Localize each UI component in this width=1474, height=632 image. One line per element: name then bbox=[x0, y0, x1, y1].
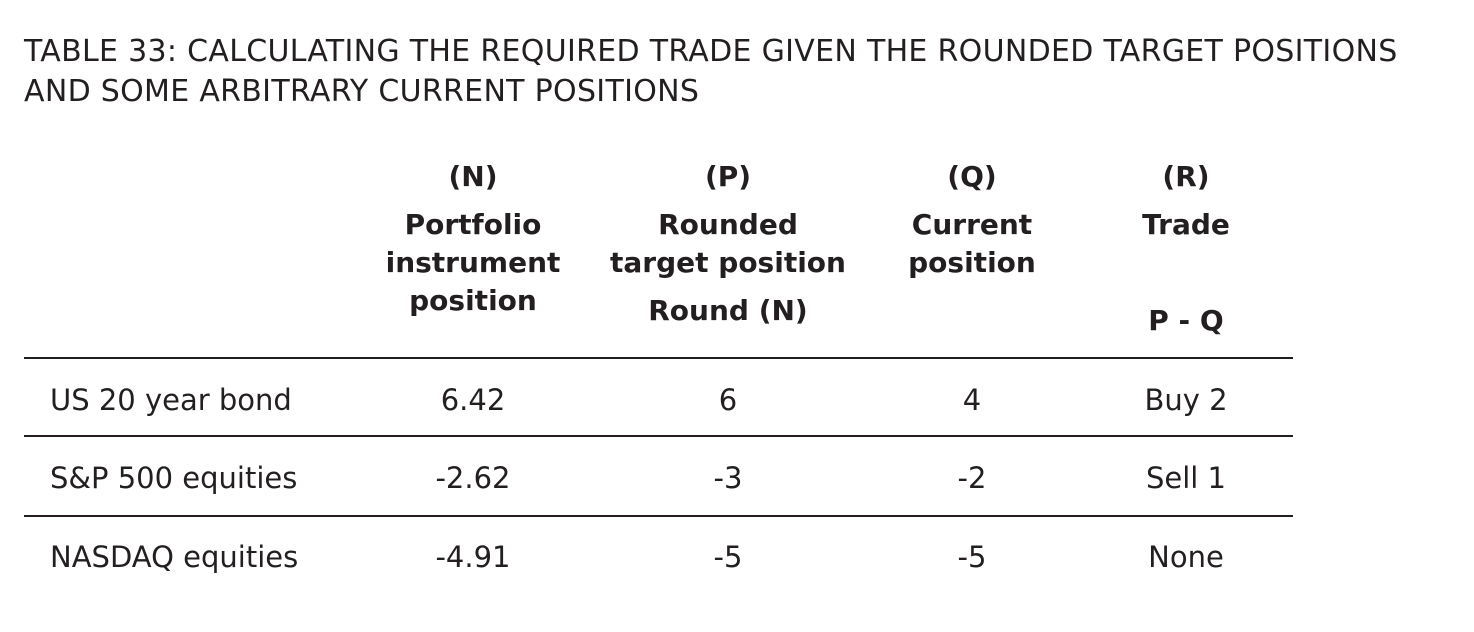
cell-row3-trade: None bbox=[1148, 540, 1224, 574]
column-header-r: (R) Trade P - Q bbox=[1086, 158, 1286, 340]
cell-row3-rounded-target: -5 bbox=[713, 540, 743, 574]
table-title-line-2: AND SOME ARBITRARY CURRENT POSITIONS bbox=[24, 74, 700, 109]
cell-row2-trade: Sell 1 bbox=[1145, 461, 1227, 495]
column-code-q: (Q) bbox=[947, 160, 997, 193]
column-label-p-line-1: Rounded bbox=[658, 208, 798, 241]
row-divider-2 bbox=[24, 515, 1293, 517]
cell-row1-trade: Buy 2 bbox=[1144, 383, 1228, 417]
table-title-line-1: TABLE 33: CALCULATING THE REQUIRED TRADE… bbox=[24, 34, 1398, 69]
column-header-p: (P) Rounded target position Round (N) bbox=[608, 158, 848, 330]
column-header-q: (Q) Current position bbox=[872, 158, 1072, 282]
cell-row1-current-position: 4 bbox=[962, 383, 982, 417]
column-code-r: (R) bbox=[1162, 160, 1210, 193]
column-label-r-line-1: Trade bbox=[1142, 208, 1230, 241]
column-label-n-line-3: position bbox=[409, 284, 537, 317]
column-label-p-line-2: target position bbox=[610, 246, 846, 279]
cell-row2-rounded-target: -3 bbox=[713, 461, 743, 495]
cell-row3-current-position: -5 bbox=[957, 540, 987, 574]
column-code-p: (P) bbox=[704, 160, 752, 193]
header-divider bbox=[24, 357, 1293, 359]
row-label-sp-500-equities: S&P 500 equities bbox=[50, 461, 298, 495]
table-title: TABLE 33: CALCULATING THE REQUIRED TRADE… bbox=[24, 32, 1398, 112]
cell-row2-current-position: -2 bbox=[957, 461, 987, 495]
column-label-n-line-2: instrument bbox=[385, 246, 561, 279]
cell-row1-portfolio-position: 6.42 bbox=[440, 383, 506, 417]
column-label-q-line-2: position bbox=[908, 246, 1036, 279]
column-code-n: (N) bbox=[448, 160, 498, 193]
row-divider-1 bbox=[24, 435, 1293, 437]
column-header-n: (N) Portfolio instrument position bbox=[373, 158, 573, 320]
cell-row3-portfolio-position: -4.91 bbox=[435, 540, 511, 574]
column-label-n-line-1: Portfolio bbox=[404, 208, 542, 241]
row-label-nasdaq-equities: NASDAQ equities bbox=[50, 540, 299, 574]
cell-row1-rounded-target: 6 bbox=[718, 383, 738, 417]
cell-row2-portfolio-position: -2.62 bbox=[435, 461, 511, 495]
column-formula-r: P - Q bbox=[1148, 304, 1224, 337]
column-formula-p: Round (N) bbox=[648, 294, 808, 327]
row-label-us-20-year-bond: US 20 year bond bbox=[50, 383, 292, 417]
column-label-q-line-1: Current bbox=[911, 208, 1033, 241]
